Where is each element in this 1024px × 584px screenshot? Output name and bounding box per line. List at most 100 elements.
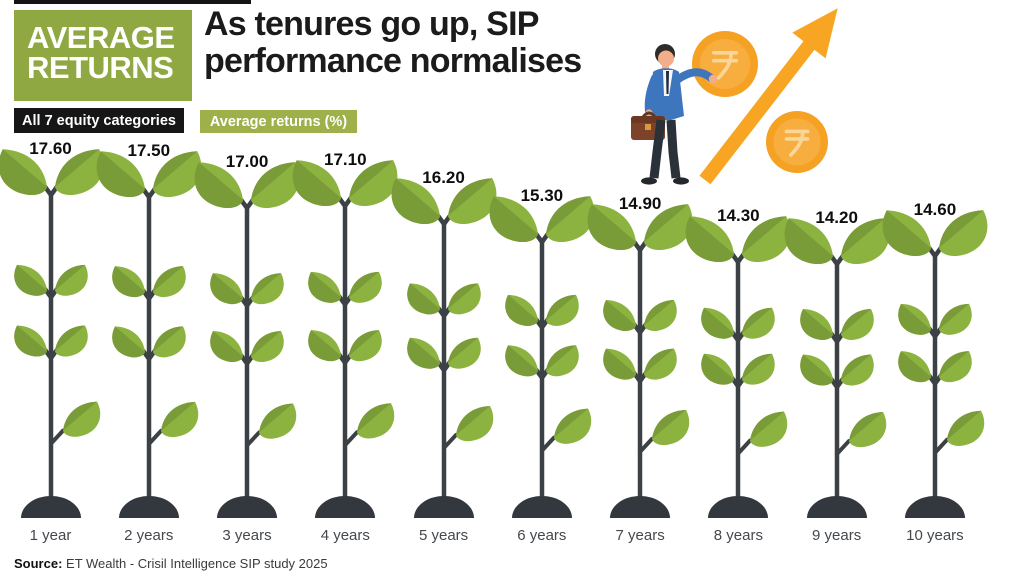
leaf-icon	[784, 218, 833, 265]
value-label: 17.10	[324, 150, 367, 169]
leaf-icon	[587, 204, 637, 251]
kicker-badge: AVERAGE RETURNS	[14, 10, 192, 101]
plant-icon	[587, 204, 693, 518]
leaf-icon	[54, 149, 103, 196]
plant-icon	[292, 160, 398, 518]
leaf-icon	[210, 273, 244, 305]
category-label: 10 years	[906, 527, 964, 544]
leaf-icon	[898, 303, 931, 335]
leaf-icon	[13, 264, 47, 296]
leaf-icon	[13, 325, 47, 357]
category-label: 8 years	[713, 527, 763, 544]
leaf-icon	[946, 410, 985, 446]
businessman-icon	[631, 44, 718, 185]
leaf-icon	[505, 294, 538, 326]
plant-icon	[489, 196, 595, 518]
leaf-icon	[840, 218, 890, 265]
leaf-icon	[251, 273, 284, 305]
leaf-icon	[750, 411, 788, 447]
soil-mound	[315, 496, 376, 518]
category-label: 1 year	[29, 527, 72, 544]
leaf-icon	[357, 403, 395, 439]
category-label: 3 years	[222, 527, 272, 544]
leaf-icon	[848, 411, 886, 448]
leaf-icon	[489, 196, 538, 243]
plant-icon	[96, 151, 202, 518]
plant-column: 17.10	[292, 150, 398, 518]
leaf-icon	[251, 162, 300, 209]
leaf-icon	[545, 196, 595, 243]
value-label: 14.20	[815, 208, 858, 227]
leaf-icon	[545, 345, 579, 377]
leaf-icon	[349, 330, 383, 362]
soil-mound	[610, 496, 671, 518]
value-label: 17.50	[127, 141, 171, 160]
plant-column: 14.90	[587, 194, 693, 518]
leaf-icon	[644, 348, 677, 380]
page-title: As tenures go up, SIP performance normal…	[204, 5, 582, 81]
value-label: 14.30	[717, 206, 760, 225]
leaf-icon	[391, 178, 440, 225]
leaf-icon	[308, 330, 342, 362]
leaf-icon	[111, 326, 145, 358]
category-label: 5 years	[418, 527, 469, 544]
plant-column: 17.60	[0, 139, 103, 518]
soil-mound	[118, 496, 179, 518]
leaf-icon	[938, 351, 972, 383]
leaf-icon	[603, 300, 637, 332]
series-badge: All 7 equity categories	[14, 108, 184, 133]
leaf-icon	[840, 309, 874, 340]
source-note: Source: ET Wealth - Crisil Intelligence …	[14, 556, 328, 571]
leaf-icon	[505, 345, 538, 377]
category-label: 4 years	[320, 527, 370, 544]
value-label: 14.90	[618, 194, 662, 213]
plant-icon	[685, 216, 791, 518]
leaf-icon	[701, 353, 735, 385]
leaf-icon	[644, 204, 693, 251]
leaf-icon	[603, 348, 637, 380]
plant-icon	[391, 178, 496, 518]
soil-mound	[413, 496, 474, 518]
leaf-icon	[292, 160, 342, 207]
leaf-icon	[553, 408, 592, 444]
leaf-icon	[54, 264, 88, 296]
leaf-icon	[111, 266, 145, 298]
leaf-icon	[96, 151, 145, 198]
leaf-icon	[447, 283, 481, 315]
leaf-icon	[938, 303, 972, 335]
plant-icon	[784, 218, 890, 518]
leaf-icon	[54, 325, 88, 357]
leaf-icon	[251, 331, 284, 362]
top-rule	[14, 0, 251, 4]
leaf-icon	[799, 309, 833, 340]
rupee-coin-icon	[766, 111, 828, 173]
plant-icon	[194, 162, 300, 518]
leaf-icon	[62, 401, 100, 437]
soil-mound	[806, 496, 867, 518]
leaf-icon	[259, 403, 297, 439]
leaf-icon	[406, 283, 440, 315]
leaf-icon	[447, 337, 481, 369]
plant-column: 14.60	[882, 200, 988, 518]
soil-mound	[20, 496, 81, 518]
soil-mound	[708, 496, 769, 518]
leaf-icon	[840, 354, 874, 386]
kicker-line-1: AVERAGE	[27, 20, 175, 55]
soil-mound	[904, 496, 965, 518]
plant-column: 17.50	[96, 141, 202, 518]
source-label: Source:	[14, 556, 63, 571]
leaf-icon	[308, 271, 342, 303]
plant-column: 15.30	[489, 186, 595, 518]
category-label: 6 years	[517, 527, 567, 544]
investor-illustration	[585, 0, 865, 200]
plant-column: 16.20	[391, 168, 496, 518]
value-label: 14.60	[913, 200, 957, 219]
value-label: 17.60	[29, 139, 72, 158]
value-label: 15.30	[520, 186, 564, 205]
leaf-icon	[406, 337, 440, 369]
value-label: 16.20	[422, 168, 465, 187]
leaf-icon	[194, 162, 244, 209]
source-text: ET Wealth - Crisil Intelligence SIP stud…	[62, 556, 328, 571]
